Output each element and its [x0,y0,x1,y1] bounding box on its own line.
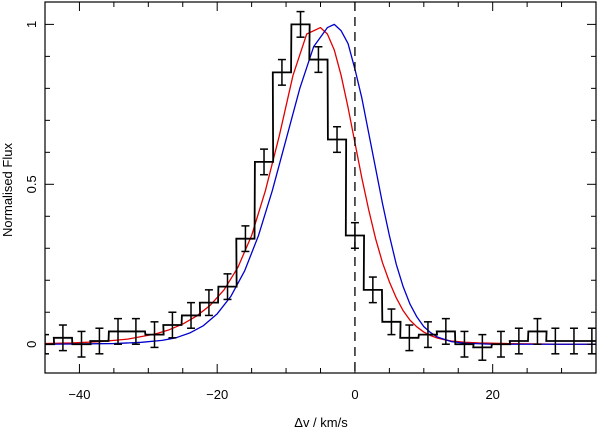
error-bar [241,225,250,253]
y-axis-label: Normalised Flux [0,143,15,237]
error-bar [150,321,159,349]
x-axis-label: Δv / km/s [294,415,348,430]
x-tick-label: −20 [206,387,228,402]
error-bar [77,330,86,358]
plot-frame [44,1,597,374]
x-tick-label: 20 [485,387,499,402]
error-bar [551,327,560,355]
error-bar [296,10,305,38]
x-tick-label: 0 [351,387,358,402]
y-tick-label: 1 [24,21,39,28]
error-bar [131,317,140,345]
x-tick-label: −40 [68,387,90,402]
error-bar [441,317,450,345]
y-tick-label: 0.5 [24,175,39,193]
error-bar [478,333,487,361]
model-curve-2 [45,23,596,345]
error-bar [368,276,377,304]
error-bar [168,311,177,339]
error-bar [387,308,396,336]
plot-series [45,10,596,361]
error-bar [405,324,414,352]
error-bar [314,46,323,74]
error-bar [496,330,505,358]
error-bar [569,327,578,355]
y-tick-label: 0 [24,341,39,348]
error-bar [58,324,67,352]
error-bar [204,289,213,317]
error-bar [45,333,49,355]
error-bar [460,330,469,358]
error-bar [423,321,432,349]
error-bar [95,327,104,355]
error-bar [223,273,232,301]
error-bar [260,148,269,176]
error-bar [514,327,523,355]
error-bar [333,125,342,154]
plot-axes: −40 −20 0 20 0 0.5 1 [24,1,597,402]
error-bar [277,58,286,86]
error-bar [187,301,196,329]
error-bar [114,317,123,345]
error-bar [587,327,596,355]
error-bar [533,317,542,345]
model-curve-1 [45,26,596,345]
